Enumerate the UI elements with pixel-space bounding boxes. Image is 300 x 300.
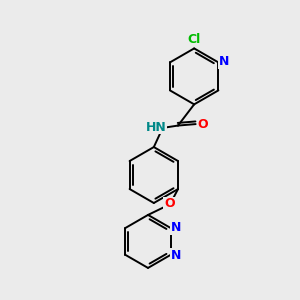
Text: O: O [198,118,208,130]
Text: HN: HN [146,121,166,134]
Text: N: N [218,55,229,68]
Text: O: O [164,197,175,210]
Text: Cl: Cl [187,33,200,46]
Text: N: N [170,221,181,234]
Text: N: N [170,249,181,262]
